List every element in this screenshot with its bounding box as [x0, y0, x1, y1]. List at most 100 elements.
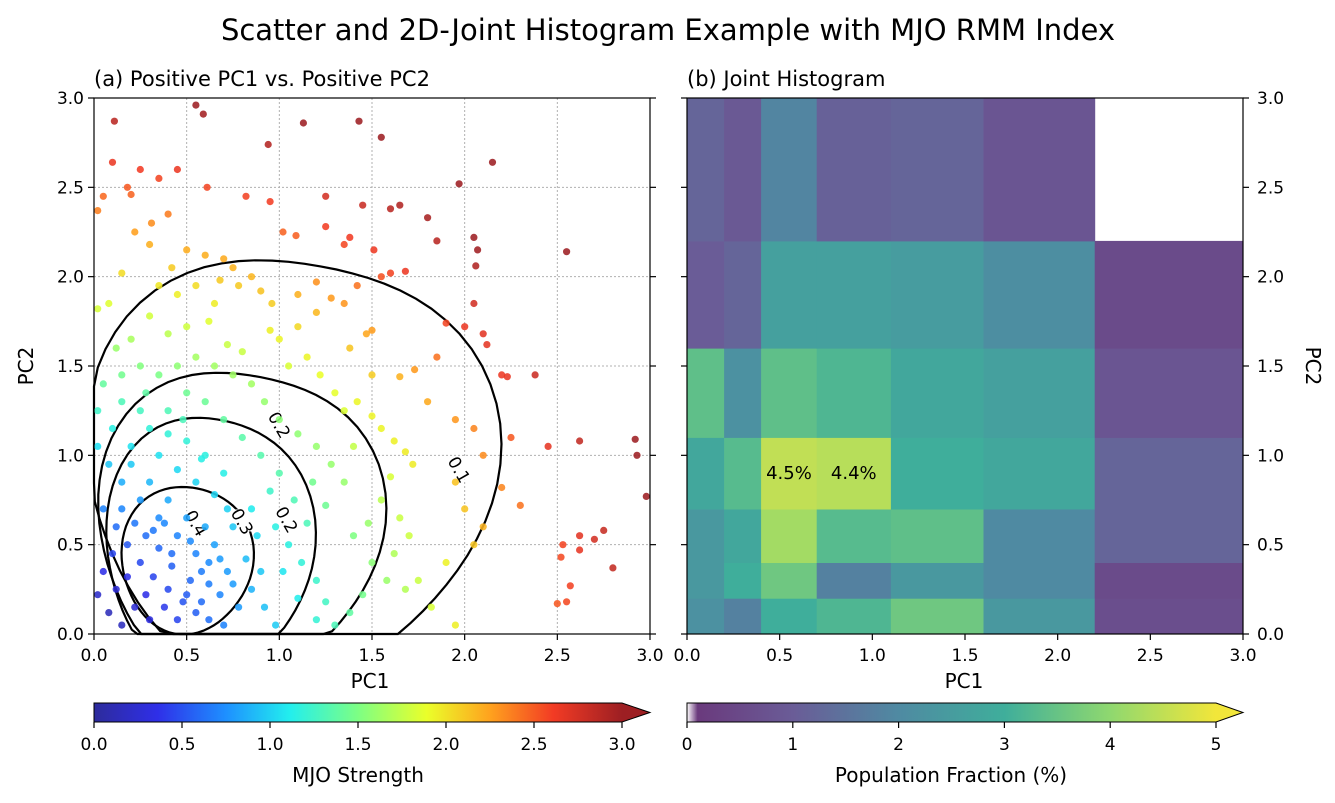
scatter-point: [346, 233, 354, 241]
scatter-point: [118, 398, 126, 406]
tick-label: 0.5: [766, 646, 793, 666]
scatter-point: [205, 580, 213, 588]
scatter-point: [136, 362, 144, 370]
scatter-point: [498, 371, 506, 379]
scatter-point: [442, 558, 450, 567]
scatter-point: [353, 398, 361, 406]
scatter-point: [131, 228, 139, 236]
scatter-point: [470, 541, 478, 549]
scatter-point: [331, 389, 339, 397]
tick-label: 0.5: [173, 646, 200, 666]
scatter-point: [553, 600, 561, 608]
colorbar-outline: [686, 702, 1245, 723]
scatter-point: [242, 192, 250, 200]
scatter-point: [173, 532, 181, 540]
scatter-point: [264, 140, 272, 149]
tick-label: 5: [1211, 735, 1222, 755]
histogram-cell: [687, 562, 725, 599]
scatter-point: [149, 573, 157, 581]
colorbar-label: Population Fraction (%): [835, 763, 1067, 787]
scatter-point: [192, 101, 200, 109]
scatter-point: [192, 282, 200, 290]
histogram-cell: [816, 348, 892, 438]
scatter-point: [576, 532, 584, 540]
scatter-point: [257, 287, 265, 295]
scatter-point: [155, 174, 163, 182]
scatter-point: [401, 585, 409, 593]
scatter-point: [294, 290, 302, 299]
histogram-y-ticks: 0.0 0.5 1.0 1.5 2.0 2.5 3.0: [681, 89, 1284, 645]
scatter-point: [164, 585, 172, 593]
cell-annotation: 4.5%: [766, 463, 812, 484]
scatter-point: [424, 398, 432, 406]
histogram-cell: [761, 348, 818, 438]
scatter-point: [253, 532, 261, 540]
scatter-point: [235, 603, 243, 611]
scatter-point: [322, 223, 330, 231]
histogram-cell: [1094, 562, 1244, 599]
histogram-cell: [1094, 508, 1244, 563]
scatter-point: [220, 416, 228, 424]
scatter-panel: (a) Positive PC1 vs. Positive PC2 0.10.2…: [14, 67, 664, 693]
scatter-point: [355, 117, 363, 125]
scatter-point: [266, 326, 274, 334]
scatter-y-label: PC2: [14, 347, 38, 386]
figure-title: Scatter and 2D-Joint Histogram Example w…: [221, 13, 1115, 47]
scatter-point: [600, 526, 608, 535]
scatter-point: [257, 567, 265, 576]
scatter-point: [160, 519, 168, 527]
histogram-cell: [983, 240, 1096, 349]
scatter-point: [205, 558, 213, 567]
histogram-cell: [816, 562, 892, 599]
scatter-point: [201, 251, 209, 259]
scatter-point: [164, 407, 172, 415]
contour-label-bg: [446, 457, 473, 480]
mjo-strength-colorbar: 0.0 0.5 1.0 1.5 2.0 2.5 3.0 MJO Strength: [80, 702, 652, 787]
scatter-point: [160, 603, 168, 611]
colorbar-ticks: 0 1 2 3 4 5: [682, 722, 1222, 755]
tick-label: 2.0: [432, 735, 459, 755]
scatter-point: [470, 233, 478, 241]
scatter-point: [346, 344, 354, 352]
scatter-point: [340, 478, 348, 486]
histogram-cell: [983, 562, 1096, 599]
tick-label: 3: [999, 735, 1010, 755]
scatter-point: [247, 380, 256, 388]
scatter-point: [173, 165, 181, 174]
cell-annotation: 4.4%: [831, 463, 877, 484]
histogram-cell: [724, 98, 762, 242]
scatter-point: [123, 183, 131, 191]
scatter-point: [229, 580, 237, 588]
scatter-point: [94, 305, 102, 313]
scatter-point: [275, 335, 283, 343]
scatter-point: [173, 290, 181, 299]
tick-label: 2.5: [544, 646, 571, 666]
histogram-cell: [890, 348, 985, 438]
tick-label: 1.0: [859, 646, 886, 666]
tick-label: 3.0: [636, 646, 663, 666]
tick-label: 0.0: [80, 735, 107, 755]
scatter-x-label: PC1: [351, 669, 390, 693]
scatter-point: [136, 558, 144, 567]
scatter-point: [349, 442, 358, 450]
scatter-point: [461, 505, 469, 513]
colorbar-outline: [93, 702, 652, 723]
scatter-point: [359, 591, 367, 599]
histogram-panel: (b) Joint Histogram 4.5% 4.4% 0.0 0.5 1.0 1.…: [673, 67, 1325, 693]
scatter-point: [266, 198, 274, 206]
scatter-point: [285, 541, 293, 549]
scatter-point: [238, 348, 246, 356]
scatter-point: [186, 576, 194, 585]
tick-label: 1.5: [358, 646, 385, 666]
tick-label: 0.0: [80, 646, 107, 666]
histogram-cell: [724, 437, 762, 510]
tick-label: 3.0: [608, 735, 635, 755]
scatter-point: [516, 501, 524, 509]
scatter-point: [223, 505, 231, 513]
scatter-point: [377, 273, 385, 281]
scatter-point: [205, 616, 213, 624]
histogram-cell: [1094, 348, 1244, 438]
scatter-point: [131, 603, 139, 611]
colorbar-label: MJO Strength: [292, 763, 424, 787]
